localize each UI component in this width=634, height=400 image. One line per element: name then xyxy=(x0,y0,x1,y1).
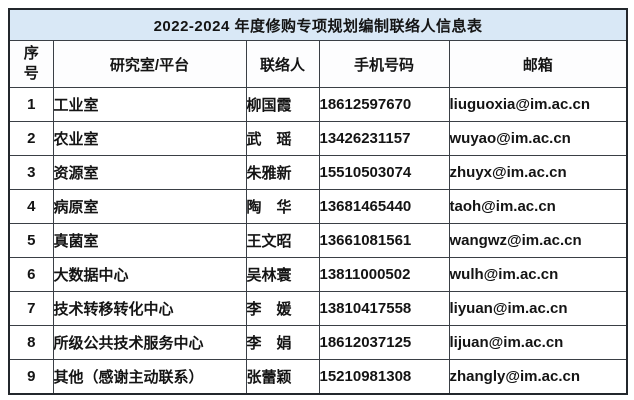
table-title-row: 2022-2024 年度修购专项规划编制联络人信息表 xyxy=(8,8,628,41)
cell-contact-person: 陶 华 xyxy=(245,189,320,224)
cell-email: zhangly@im.ac.cn xyxy=(448,359,628,394)
table-row: 9 其他（感谢主动联系） 张蕾颖 15210981308 zhangly@im.… xyxy=(8,359,628,394)
cell-department: 其他（感谢主动联系） xyxy=(52,359,247,394)
cell-contact-person: 武 瑶 xyxy=(245,121,320,156)
cell-email: liyuan@im.ac.cn xyxy=(448,291,628,326)
cell-serial-number: 6 xyxy=(8,257,54,292)
cell-serial-number: 8 xyxy=(8,325,54,360)
cell-phone-number: 15510503074 xyxy=(318,155,450,190)
header-contact-person: 联络人 xyxy=(245,40,320,88)
cell-email: taoh@im.ac.cn xyxy=(448,189,628,224)
header-serial-number-label: 序号 xyxy=(23,44,39,82)
cell-department: 真菌室 xyxy=(52,223,247,258)
cell-contact-person: 李 媛 xyxy=(245,291,320,326)
cell-serial-number: 3 xyxy=(8,155,54,190)
table-row: 5 真菌室 王文昭 13661081561 wangwz@im.ac.cn xyxy=(8,223,628,258)
cell-department: 大数据中心 xyxy=(52,257,247,292)
table-row: 7 技术转移转化中心 李 媛 13810417558 liyuan@im.ac.… xyxy=(8,291,628,326)
header-phone-number: 手机号码 xyxy=(318,40,450,88)
cell-contact-person: 王文昭 xyxy=(245,223,320,258)
cell-email: zhuyx@im.ac.cn xyxy=(448,155,628,190)
cell-email: wulh@im.ac.cn xyxy=(448,257,628,292)
cell-department: 农业室 xyxy=(52,121,247,156)
cell-department: 技术转移转化中心 xyxy=(52,291,247,326)
cell-serial-number: 1 xyxy=(8,87,54,122)
cell-email: liuguoxia@im.ac.cn xyxy=(448,87,628,122)
cell-phone-number: 13661081561 xyxy=(318,223,450,258)
cell-contact-person: 柳国霞 xyxy=(245,87,320,122)
header-email: 邮箱 xyxy=(448,40,628,88)
header-serial-number: 序号 xyxy=(8,40,54,88)
cell-serial-number: 9 xyxy=(8,359,54,394)
cell-serial-number: 2 xyxy=(8,121,54,156)
cell-department: 工业室 xyxy=(52,87,247,122)
table-row: 6 大数据中心 吴林寰 13811000502 wulh@im.ac.cn xyxy=(8,257,628,292)
cell-contact-person: 吴林寰 xyxy=(245,257,320,292)
cell-phone-number: 18612037125 xyxy=(318,325,450,360)
cell-contact-person: 李 娟 xyxy=(245,325,320,360)
header-department: 研究室/平台 xyxy=(52,40,247,88)
cell-department: 病原室 xyxy=(52,189,247,224)
cell-serial-number: 7 xyxy=(8,291,54,326)
cell-phone-number: 13810417558 xyxy=(318,291,450,326)
cell-email: wangwz@im.ac.cn xyxy=(448,223,628,258)
cell-department: 资源室 xyxy=(52,155,247,190)
table-row: 1 工业室 柳国霞 18612597670 liuguoxia@im.ac.cn xyxy=(8,87,628,122)
table-row: 3 资源室 朱雅新 15510503074 zhuyx@im.ac.cn xyxy=(8,155,628,190)
table-row: 4 病原室 陶 华 13681465440 taoh@im.ac.cn xyxy=(8,189,628,224)
cell-contact-person: 张蕾颖 xyxy=(245,359,320,394)
cell-phone-number: 18612597670 xyxy=(318,87,450,122)
table-row: 8 所级公共技术服务中心 李 娟 18612037125 lijuan@im.a… xyxy=(8,325,628,360)
cell-contact-person: 朱雅新 xyxy=(245,155,320,190)
cell-serial-number: 4 xyxy=(8,189,54,224)
cell-phone-number: 13811000502 xyxy=(318,257,450,292)
cell-department: 所级公共技术服务中心 xyxy=(52,325,247,360)
table-row: 2 农业室 武 瑶 13426231157 wuyao@im.ac.cn xyxy=(8,121,628,156)
cell-email: lijuan@im.ac.cn xyxy=(448,325,628,360)
table-header-row: 序号 研究室/平台 联络人 手机号码 邮箱 xyxy=(8,40,628,88)
contact-info-table: 2022-2024 年度修购专项规划编制联络人信息表 序号 研究室/平台 联络人… xyxy=(8,8,629,395)
cell-phone-number: 15210981308 xyxy=(318,359,450,394)
cell-serial-number: 5 xyxy=(8,223,54,258)
cell-email: wuyao@im.ac.cn xyxy=(448,121,628,156)
table-title: 2022-2024 年度修购专项规划编制联络人信息表 xyxy=(8,8,628,41)
cell-phone-number: 13681465440 xyxy=(318,189,450,224)
cell-phone-number: 13426231157 xyxy=(318,121,450,156)
